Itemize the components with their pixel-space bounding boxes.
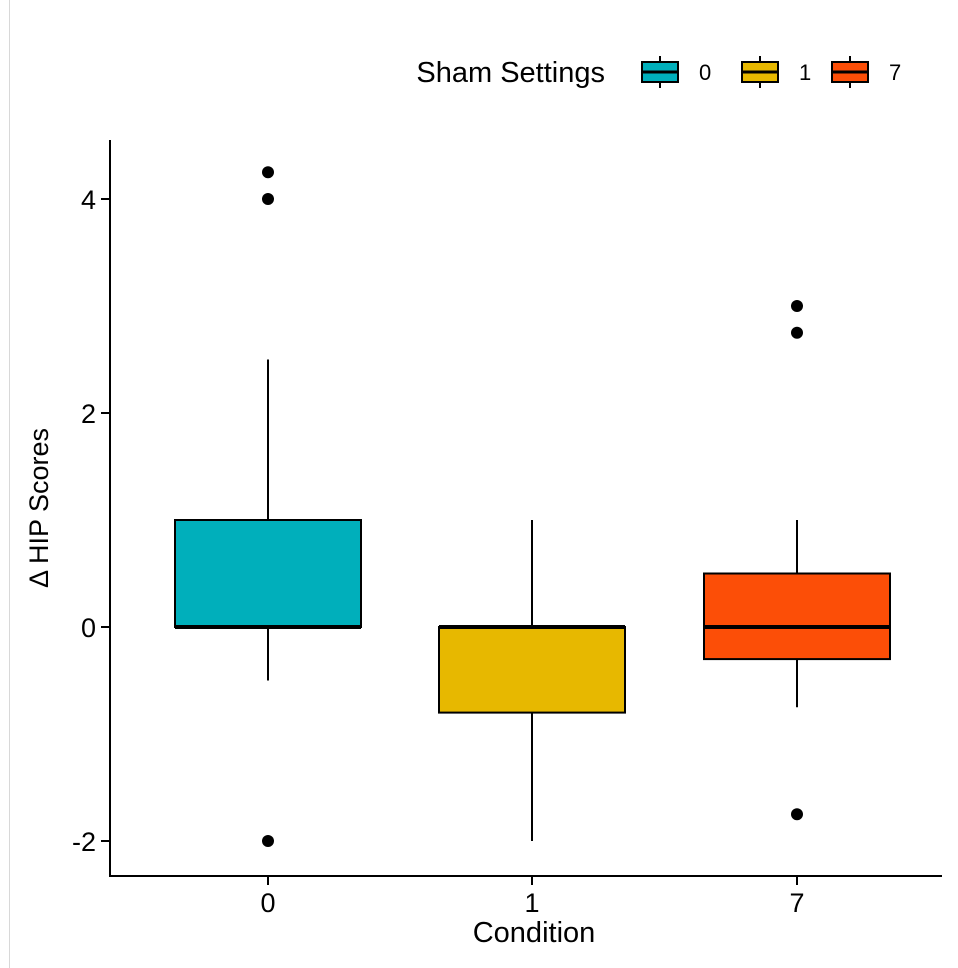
- legend-title: Sham Settings: [416, 57, 605, 89]
- box-body: [174, 519, 362, 628]
- legend: Sham Settings 0 1 7: [416, 56, 901, 89]
- x-tick-label: 0: [260, 888, 275, 918]
- box-0: [174, 166, 362, 847]
- legend-key-0: 0: [641, 56, 711, 88]
- legend-label: 7: [889, 60, 901, 85]
- box-1: [438, 520, 626, 841]
- legend-label: 1: [799, 60, 811, 85]
- x-tick-label: 7: [789, 888, 804, 918]
- left-border-rule: [9, 0, 10, 968]
- outlier-point: [791, 808, 803, 821]
- y-ticks: -2 0 2 4: [72, 185, 110, 857]
- outlier-point: [791, 326, 803, 339]
- x-axis-label: Condition: [473, 917, 596, 949]
- y-tick-label: 2: [81, 399, 96, 429]
- legend-keys: 0 1 7: [641, 56, 901, 88]
- outlier-point: [262, 193, 274, 205]
- x-tick-label: 1: [524, 888, 539, 918]
- y-tick-label: -2: [72, 827, 96, 857]
- y-tick-label: 0: [81, 613, 96, 643]
- legend-label: 0: [699, 60, 711, 85]
- x-ticks: 0 1 7: [260, 876, 805, 918]
- legend-key-1: 1: [741, 56, 811, 88]
- legend-key-7: 7: [831, 56, 901, 88]
- outlier-point: [791, 300, 803, 312]
- boxes: [174, 166, 891, 847]
- box-body: [438, 626, 626, 714]
- box-body: [703, 572, 891, 661]
- outlier-point: [262, 166, 274, 179]
- outlier-point: [262, 835, 274, 847]
- y-axis-label: Δ HIP Scores: [24, 428, 54, 588]
- box-7: [703, 300, 891, 821]
- y-tick-label: 4: [81, 185, 96, 215]
